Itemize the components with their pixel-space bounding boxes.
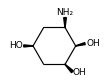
Text: OH: OH xyxy=(86,39,100,48)
Polygon shape xyxy=(64,18,66,27)
Polygon shape xyxy=(24,45,25,47)
Polygon shape xyxy=(80,44,81,45)
Polygon shape xyxy=(65,64,73,73)
Polygon shape xyxy=(78,45,79,46)
Text: HO: HO xyxy=(9,41,22,50)
Polygon shape xyxy=(26,45,27,47)
Polygon shape xyxy=(28,45,29,47)
Text: NH₂: NH₂ xyxy=(56,8,74,17)
Polygon shape xyxy=(83,43,85,45)
Polygon shape xyxy=(76,45,77,46)
Text: OH: OH xyxy=(73,68,87,77)
Polygon shape xyxy=(81,43,83,45)
